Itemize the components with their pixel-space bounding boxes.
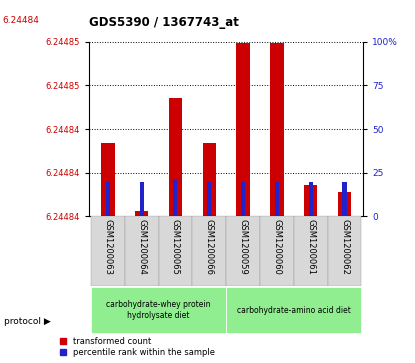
FancyBboxPatch shape [91, 216, 125, 286]
Bar [241, 182, 245, 216]
Bar [275, 182, 279, 216]
FancyBboxPatch shape [260, 216, 294, 286]
Bar [203, 143, 216, 216]
FancyBboxPatch shape [294, 216, 327, 286]
Bar [309, 182, 313, 216]
Text: carbohydrate-whey protein
hydrolysate diet: carbohydrate-whey protein hydrolysate di… [106, 301, 211, 320]
Bar [270, 44, 284, 216]
Text: GDS5390 / 1367743_at: GDS5390 / 1367743_at [89, 16, 239, 29]
Bar [338, 192, 351, 216]
FancyBboxPatch shape [91, 287, 226, 333]
Bar [106, 182, 110, 216]
Bar [173, 180, 178, 216]
FancyBboxPatch shape [159, 216, 193, 286]
Text: GSM1200061: GSM1200061 [306, 219, 315, 274]
Bar [342, 182, 347, 216]
Text: GSM1200062: GSM1200062 [340, 219, 349, 274]
Bar [135, 211, 149, 216]
Text: 6.24484: 6.24484 [2, 16, 39, 25]
Bar [304, 185, 317, 216]
Text: GSM1200064: GSM1200064 [137, 219, 146, 274]
Bar [139, 182, 144, 216]
FancyBboxPatch shape [125, 216, 159, 286]
FancyBboxPatch shape [226, 287, 361, 333]
FancyBboxPatch shape [226, 216, 260, 286]
Text: GSM1200066: GSM1200066 [205, 219, 214, 274]
Text: GSM1200059: GSM1200059 [239, 219, 248, 274]
Legend: transformed count, percentile rank within the sample: transformed count, percentile rank withi… [58, 335, 217, 359]
Text: GSM1200063: GSM1200063 [103, 219, 112, 274]
FancyBboxPatch shape [327, 216, 361, 286]
FancyBboxPatch shape [193, 216, 226, 286]
Text: protocol ▶: protocol ▶ [4, 317, 51, 326]
Text: GSM1200060: GSM1200060 [272, 219, 281, 274]
Text: GSM1200065: GSM1200065 [171, 219, 180, 274]
Text: carbohydrate-amino acid diet: carbohydrate-amino acid diet [237, 306, 351, 315]
Bar [101, 143, 115, 216]
Bar [236, 44, 250, 216]
Bar [207, 182, 211, 216]
Bar [168, 98, 182, 216]
